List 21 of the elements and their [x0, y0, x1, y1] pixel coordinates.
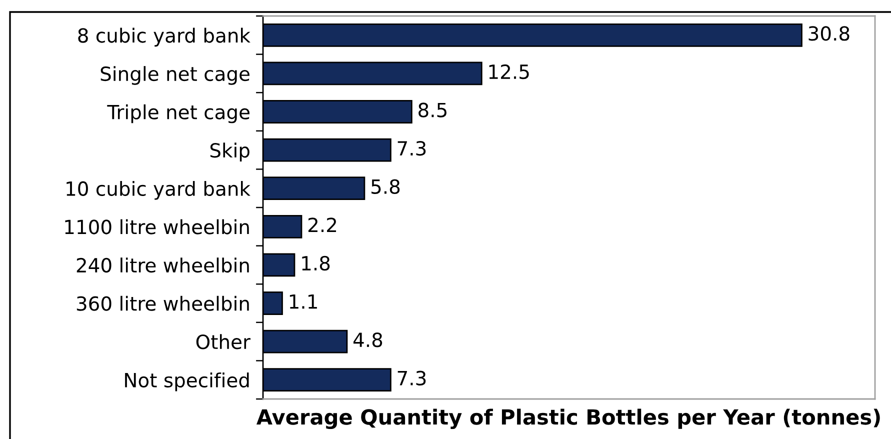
- y-tick-label: Skip: [210, 142, 250, 162]
- x-axis-title: Average Quantity of Plastic Bottles per Year (tonnes): [256, 408, 880, 430]
- y-tick-label: 10 cubic yard bank: [66, 180, 250, 200]
- y-tick-label: 360 litre wheelbin: [76, 296, 249, 311]
- data-label: 4.8: [353, 332, 382, 348]
- data-label: 30.8: [808, 26, 850, 41]
- data-label: 12.5: [489, 64, 529, 80]
- data-label: 5.8: [372, 179, 400, 194]
- data-label: 7.3: [398, 370, 426, 386]
- data-label: 2.2: [308, 218, 336, 232]
- y-tick-label: Single net cage: [100, 66, 250, 85]
- y-tick-label: 240 litre wheelbin: [76, 258, 249, 273]
- data-label: 7.3: [398, 140, 426, 156]
- y-tick-label: Not specified: [125, 372, 249, 392]
- y-tick-label: Triple net cage: [107, 104, 250, 124]
- data-label: 1.8: [302, 256, 330, 271]
- data-label: 8.5: [418, 102, 446, 118]
- data-label: 1.1: [290, 294, 317, 309]
- y-tick-label: Other: [196, 334, 250, 350]
- y-tick-label: 1100 litre wheelbin: [65, 219, 249, 234]
- y-tick-label: 8 cubic yard bank: [78, 28, 250, 47]
